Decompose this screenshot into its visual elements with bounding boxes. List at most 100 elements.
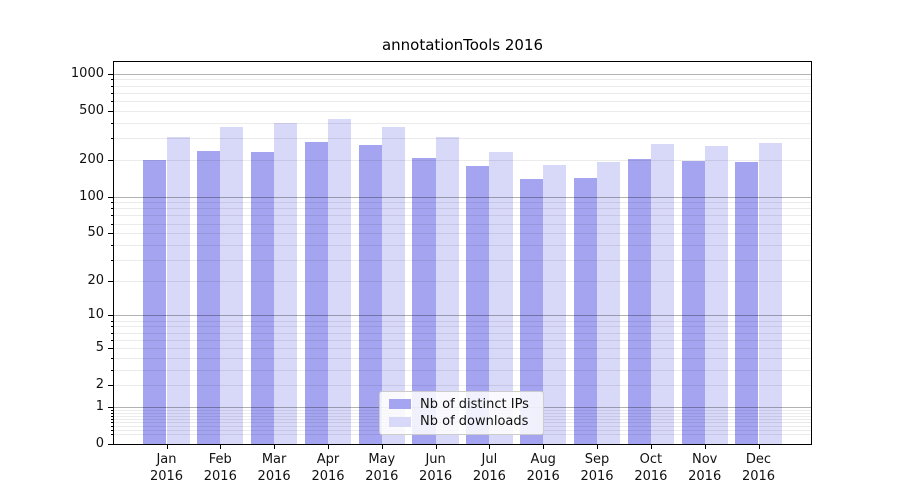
gridline-minor — [114, 85, 811, 87]
y-tick-label: 0 — [95, 436, 104, 451]
y-tick-mark — [108, 73, 114, 75]
bar-nb-of-distinct-ips-mar — [250, 151, 275, 444]
gridline-minor — [114, 159, 811, 161]
y-tick-mark-minor — [111, 233, 114, 235]
gridline-major — [114, 315, 811, 317]
bar-nb-of-distinct-ips-apr — [304, 142, 328, 444]
x-tick-mark — [381, 444, 383, 449]
x-tick-label-mar: Mar 2016 — [257, 452, 291, 484]
x-tick-mark — [274, 444, 276, 449]
bar-nb-of-downloads-dec — [758, 143, 782, 444]
y-tick-mark-minor — [111, 434, 114, 436]
legend-label-downloads: Nb of downloads — [420, 414, 529, 430]
gridline-minor — [114, 92, 811, 94]
y-tick-mark-minor — [111, 110, 114, 112]
gridline-minor — [114, 110, 811, 112]
plot-area — [113, 61, 812, 445]
x-tick-mark — [328, 444, 329, 449]
bar-nb-of-distinct-ips-sep — [573, 178, 597, 444]
gridline-minor — [114, 202, 811, 204]
gridline-minor — [114, 369, 811, 371]
x-tick-label-apr: Apr 2016 — [311, 452, 345, 484]
bar-nb-of-downloads-jul — [489, 151, 513, 444]
y-tick-label: 1000 — [70, 65, 104, 81]
y-tick-mark-minor — [111, 223, 114, 225]
y-tick-mark-minor — [111, 79, 114, 81]
gridline-minor — [114, 347, 811, 349]
y-tick-mark-minor — [111, 208, 114, 210]
gridline-minor — [114, 339, 811, 341]
x-tick-label-jan: Jan 2016 — [149, 452, 184, 484]
y-tick-mark-minor — [111, 385, 114, 387]
y-tick-label: 2 — [95, 377, 104, 393]
bar-nb-of-distinct-ips-nov — [681, 160, 705, 444]
gridline-minor — [114, 280, 811, 282]
y-tick-mark-minor — [111, 280, 114, 282]
bar-nb-of-distinct-ips-feb — [197, 150, 221, 444]
legend-item-distinct-ips: Nb of distinct IPs — [389, 397, 537, 412]
y-tick-mark-minor — [111, 332, 114, 334]
y-tick-label: 200 — [79, 151, 104, 167]
chart-title: annotationTools 2016 — [381, 36, 544, 54]
gridline-minor — [114, 259, 811, 261]
bar-nb-of-downloads-sep — [597, 162, 621, 444]
bar-nb-of-downloads-oct — [650, 144, 675, 444]
bar-nb-of-distinct-ips-jan — [143, 159, 167, 444]
y-tick-mark-minor — [111, 320, 114, 322]
x-tick-mark — [166, 444, 168, 449]
bar-nb-of-downloads-apr — [328, 118, 352, 444]
x-tick-mark — [758, 444, 760, 449]
legend: Nb of distinct IPs Nb of downloads — [379, 391, 544, 435]
x-tick-mark — [650, 444, 652, 449]
y-tick-mark-minor — [111, 409, 114, 411]
legend-item-downloads: Nb of downloads — [389, 414, 537, 429]
y-tick-mark-minor — [111, 122, 114, 124]
gridline-minor — [114, 138, 811, 139]
bar-nb-of-downloads-nov — [704, 146, 728, 444]
y-tick-mark-minor — [111, 100, 114, 102]
bar-nb-of-distinct-ips-dec — [735, 162, 759, 444]
y-tick-mark — [108, 444, 114, 445]
y-tick-label: 500 — [79, 102, 104, 118]
y-tick-label: 100 — [79, 188, 104, 204]
gridline-minor — [114, 385, 811, 387]
bar-nb-of-downloads-feb — [220, 126, 244, 444]
x-tick-label-jun: Jun 2016 — [419, 452, 453, 484]
y-tick-mark-minor — [111, 85, 114, 87]
legend-swatch-distinct-ips — [389, 399, 411, 410]
y-tick-mark-minor — [111, 412, 114, 414]
bar-nb-of-downloads-mar — [274, 123, 298, 444]
gridline-minor — [114, 233, 811, 235]
bar-nb-of-downloads-jun — [435, 136, 459, 444]
gridline-major — [114, 73, 811, 75]
y-tick-mark-minor — [111, 92, 114, 94]
bar-nb-of-distinct-ips-jul — [466, 165, 490, 444]
y-tick-label: 50 — [87, 225, 104, 241]
x-tick-mark — [220, 444, 222, 449]
bar-nb-of-distinct-ips-oct — [627, 159, 651, 444]
gridline-minor — [114, 320, 811, 322]
x-tick-label-aug: Aug 2016 — [526, 452, 560, 484]
y-tick-mark-minor — [111, 259, 114, 261]
gridline-minor — [114, 244, 811, 246]
x-tick-mark — [489, 444, 491, 449]
x-tick-mark — [704, 444, 706, 449]
y-tick-mark-minor — [111, 244, 114, 246]
gridline-minor — [114, 357, 811, 359]
legend-swatch-downloads — [389, 416, 411, 427]
bar-nb-of-downloads-may — [381, 126, 405, 444]
x-tick-label-may: May 2016 — [365, 452, 399, 484]
x-tick-mark — [597, 444, 598, 449]
y-tick-mark-minor — [111, 422, 114, 424]
y-tick-mark-minor — [111, 426, 114, 427]
gridline-minor — [114, 208, 811, 210]
y-tick-mark-minor — [111, 429, 114, 431]
bar-nb-of-downloads-jan — [166, 137, 190, 444]
y-tick-mark — [108, 406, 114, 408]
gridline-minor — [114, 215, 811, 217]
gridline-minor — [114, 100, 811, 102]
y-tick-mark — [108, 196, 114, 198]
y-tick-mark-minor — [111, 326, 114, 328]
bar-nb-of-distinct-ips-may — [358, 145, 382, 444]
